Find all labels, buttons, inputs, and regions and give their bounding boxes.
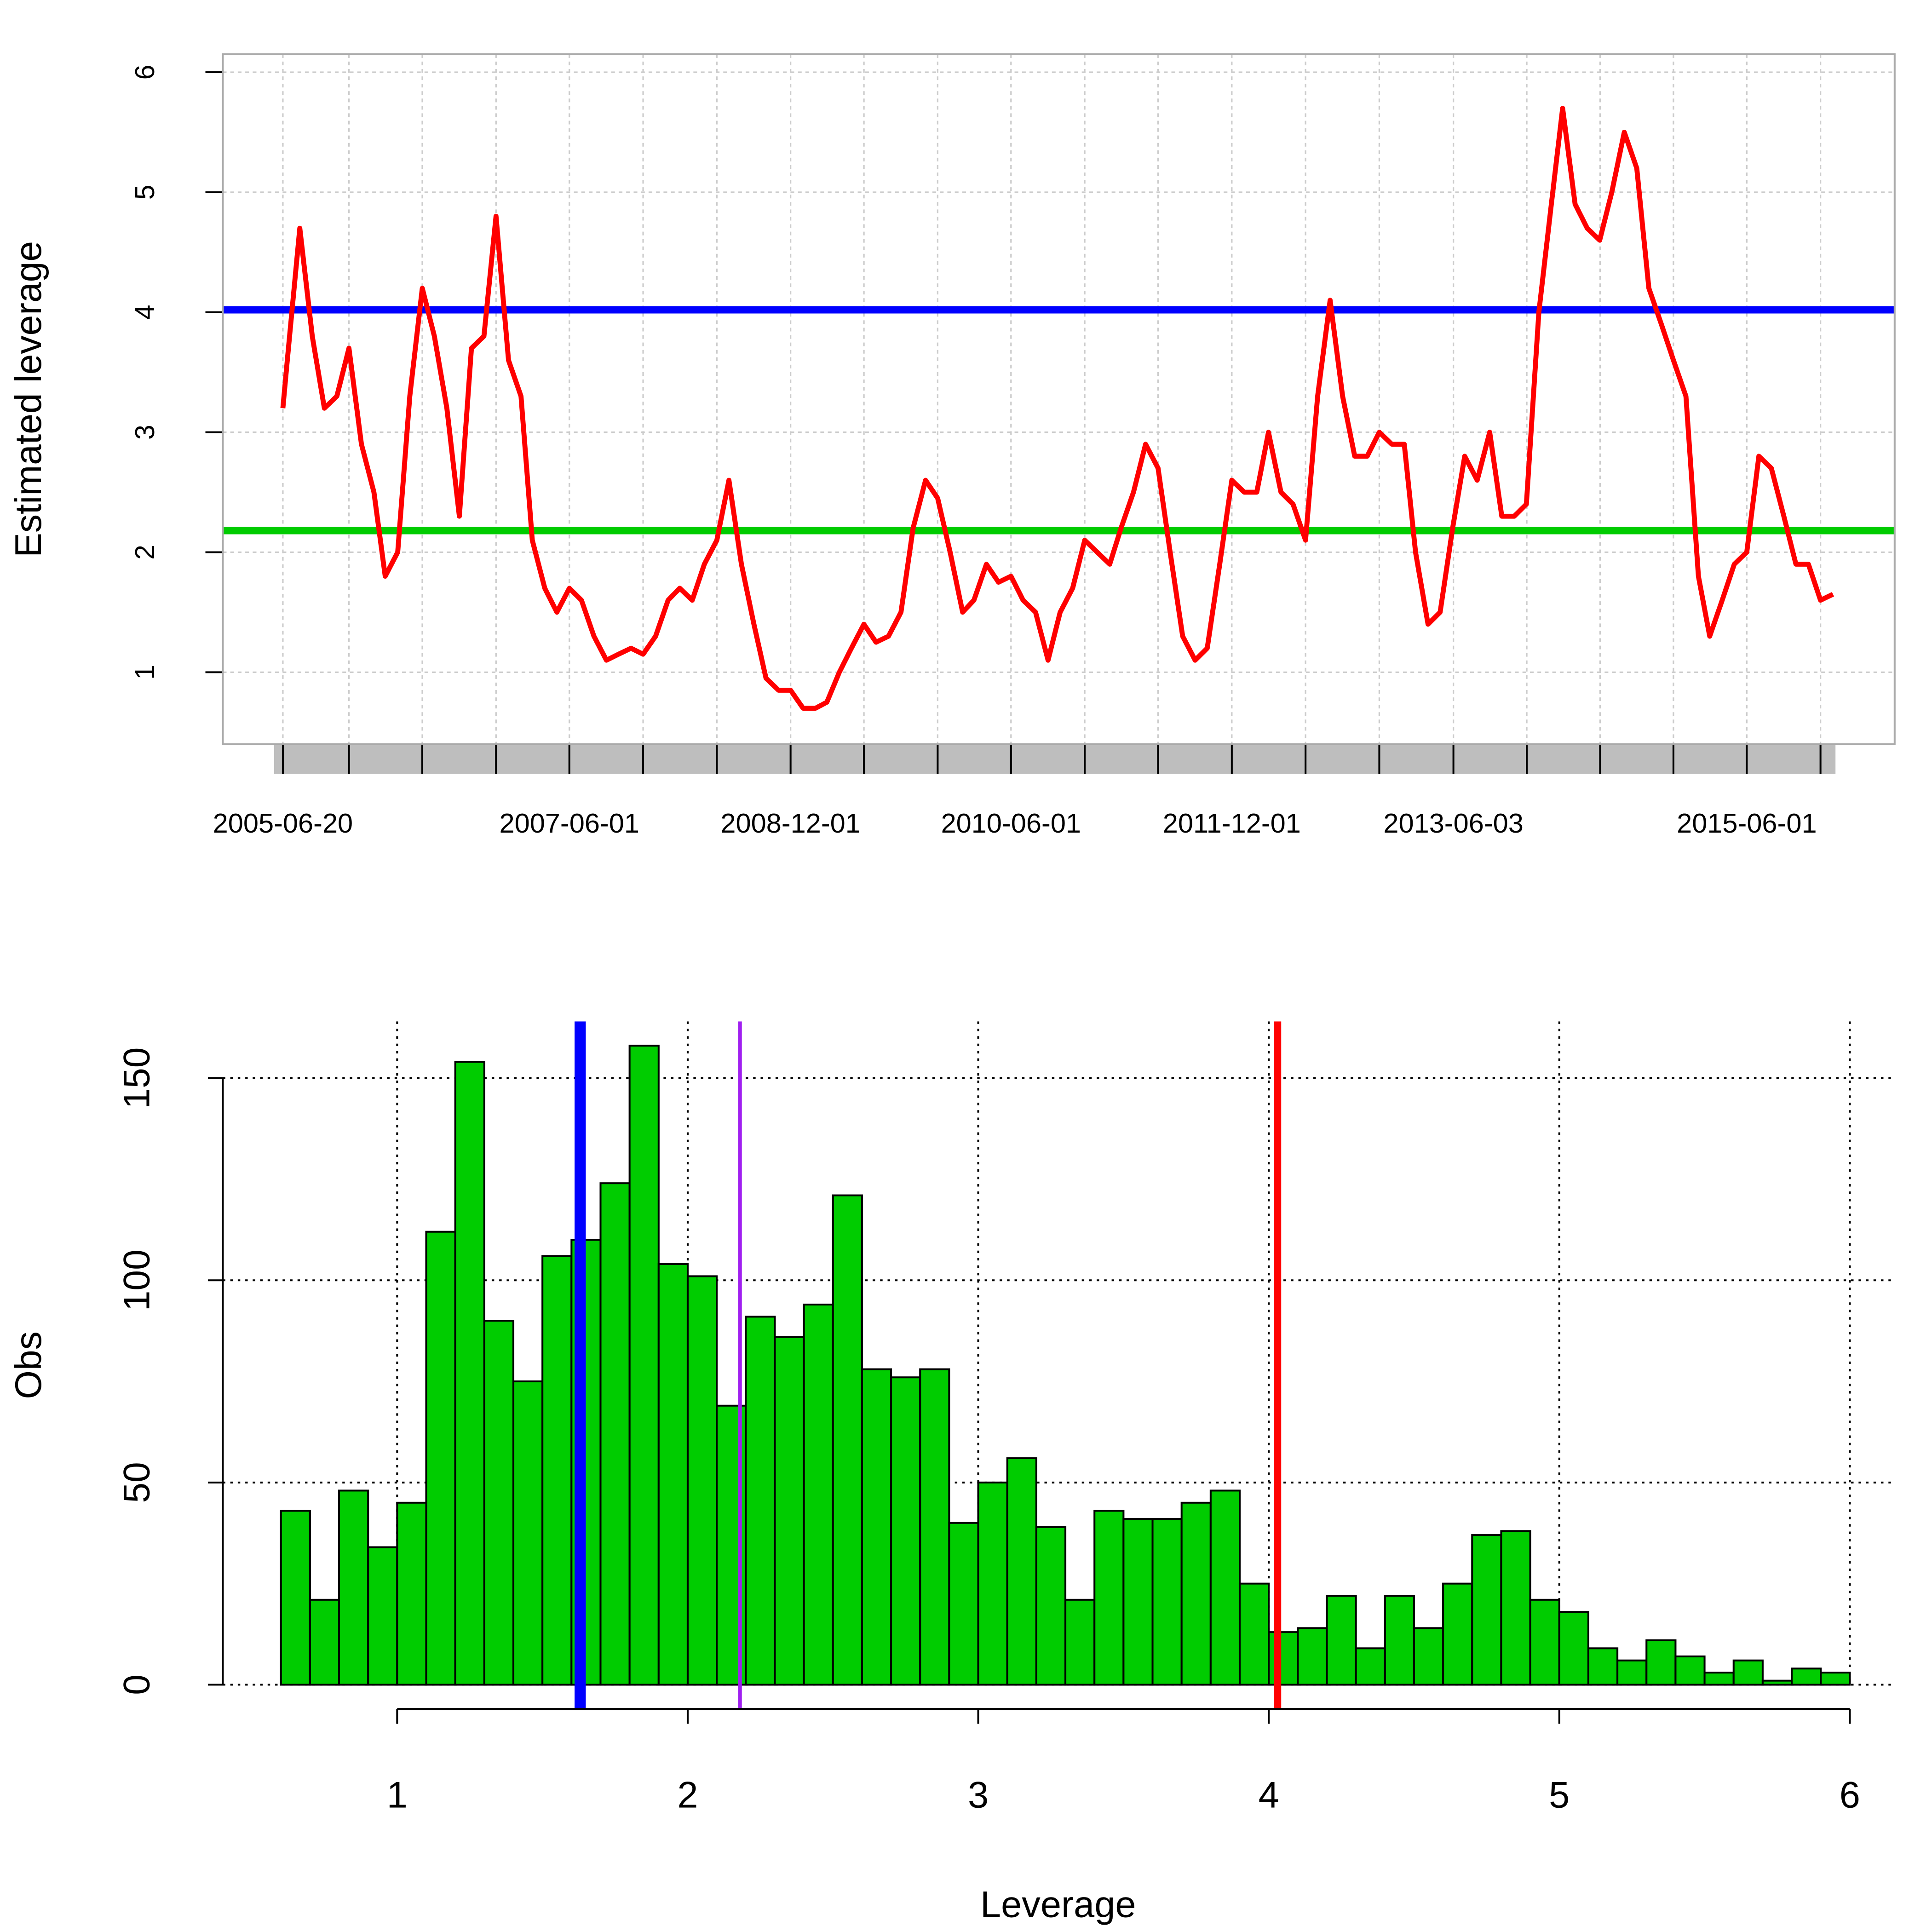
x-tick-label: 2 — [677, 1775, 698, 1816]
x-tick-label: 6 — [1840, 1775, 1860, 1816]
bar — [338, 1489, 369, 1686]
bar — [1820, 1672, 1851, 1686]
bar — [1500, 1530, 1531, 1686]
x-tick-label: 3 — [968, 1775, 989, 1816]
bar — [1791, 1668, 1822, 1686]
bar — [1674, 1655, 1706, 1686]
bar — [628, 1045, 660, 1686]
bar — [861, 1368, 892, 1686]
x-tick-label: 4 — [1259, 1775, 1279, 1816]
y-tick-label: 6 — [129, 65, 160, 80]
x-tick-label: 1 — [387, 1775, 408, 1816]
bar — [1558, 1611, 1589, 1686]
y-axis-label: Obs — [8, 1331, 49, 1399]
bar — [803, 1303, 834, 1686]
x-tick-label: 2007-06-01 — [500, 808, 639, 839]
plot-frame — [222, 53, 1896, 745]
bar — [1761, 1679, 1793, 1686]
y-tick-label: 150 — [116, 1047, 157, 1109]
bar — [1703, 1672, 1735, 1686]
y-tick-label: 50 — [116, 1462, 157, 1503]
date-bar — [274, 744, 1836, 774]
y-tick-label: 1 — [129, 665, 160, 680]
y-tick-label: 0 — [116, 1674, 157, 1695]
x-tick-label: 5 — [1549, 1775, 1570, 1816]
bar — [599, 1182, 631, 1686]
bar — [1471, 1534, 1502, 1686]
bar — [1616, 1659, 1648, 1686]
bar — [657, 1263, 689, 1686]
y-tick-label: 2 — [129, 545, 160, 560]
bar — [1209, 1489, 1241, 1686]
y-tick-label: 4 — [129, 305, 160, 320]
bar — [1006, 1457, 1037, 1686]
bar — [454, 1061, 485, 1686]
data-line — [280, 105, 1834, 711]
x-tick-label: 2015-06-01 — [1677, 808, 1817, 839]
bar — [1180, 1501, 1212, 1686]
bar — [1238, 1582, 1270, 1686]
bar — [1442, 1582, 1473, 1686]
bar — [1064, 1598, 1096, 1686]
bar — [367, 1546, 398, 1686]
bar — [832, 1194, 863, 1686]
x-tick-label: 2010-06-01 — [941, 808, 1081, 839]
bar — [1151, 1518, 1183, 1686]
bar — [919, 1368, 950, 1686]
x-axis-label: Leverage — [980, 1884, 1136, 1926]
bar — [309, 1598, 340, 1686]
bar — [1122, 1518, 1154, 1686]
bar — [1529, 1598, 1560, 1686]
bar — [425, 1230, 456, 1686]
bar — [1587, 1647, 1619, 1686]
x-tick-label: 2013-06-03 — [1383, 808, 1523, 839]
bar — [1355, 1647, 1386, 1686]
y-axis-label: Estimated leverage — [8, 241, 49, 558]
x-tick-label: 2011-12-01 — [1163, 808, 1301, 839]
bar — [774, 1336, 805, 1686]
bar — [396, 1501, 427, 1686]
bar — [512, 1380, 544, 1686]
bar — [1268, 1631, 1299, 1686]
bar — [541, 1255, 573, 1686]
bar — [483, 1320, 515, 1686]
bar — [1645, 1639, 1677, 1686]
bar — [745, 1316, 776, 1686]
bar — [686, 1275, 718, 1686]
bar — [948, 1522, 979, 1686]
bar — [1297, 1627, 1328, 1686]
bar — [1384, 1594, 1415, 1686]
bar — [1093, 1510, 1125, 1686]
y-tick-label: 100 — [116, 1249, 157, 1311]
bar — [1732, 1659, 1764, 1686]
bar — [1326, 1594, 1357, 1686]
y-tick-label: 5 — [129, 184, 160, 200]
bar — [977, 1481, 1008, 1686]
bar — [1035, 1526, 1067, 1686]
x-tick-label: 2005-06-20 — [213, 808, 353, 839]
x-tick-label: 2008-12-01 — [720, 808, 860, 839]
y-tick-label: 3 — [129, 425, 160, 440]
bar — [1413, 1627, 1444, 1686]
bar — [890, 1376, 921, 1686]
bar — [280, 1510, 311, 1686]
